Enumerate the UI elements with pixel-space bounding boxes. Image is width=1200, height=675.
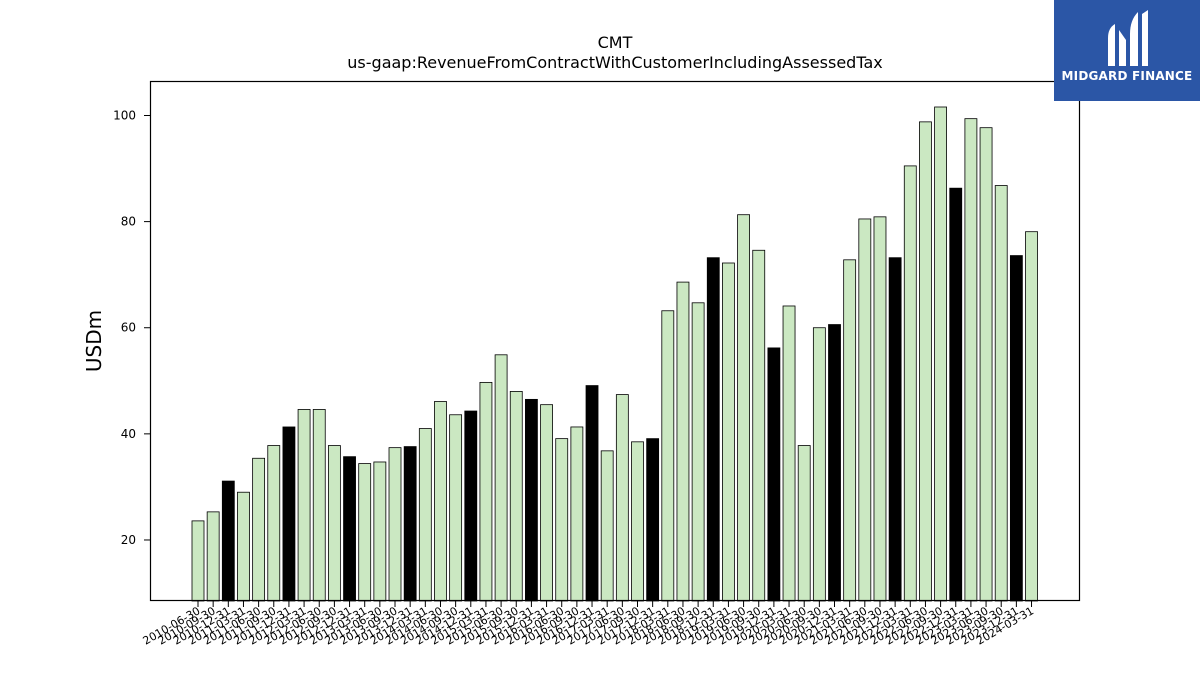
bar-2018-03-31 [661,310,675,602]
y-ticks-group: 20 40 60 80 100 [113,108,150,547]
bar-2017-06-30 [615,394,629,602]
bar-2021-09-30 [873,216,887,602]
bar-2020-12-31 [828,324,841,602]
bar-2011-03-31 [237,491,250,602]
bar-2014-12-31 [464,410,478,602]
bar-2014-06-30 [434,401,447,602]
bar-2019-03-31 [722,262,735,602]
chart-title: CMT [598,33,633,52]
plot-frame [149,80,1081,602]
bar-2023-12-31 [1009,255,1023,602]
bar-2022-12-31 [949,187,963,602]
bar-2011-06-30 [252,457,266,602]
y-axis-label: USDm [82,310,106,372]
bar-2011-12-31 [282,426,296,602]
bar-2013-12-31 [403,446,417,602]
bar-2023-09-30 [994,185,1008,602]
bar-2018-12-31 [706,257,720,602]
y-tick-label: 60 [121,321,136,335]
bar-2017-12-31 [646,438,660,602]
bar-2021-12-31 [888,257,902,602]
bar-2014-03-31 [418,428,432,602]
bar-2015-03-31 [479,381,493,602]
logo-text: MIDGARD FINANCE [1061,69,1193,83]
bar-2013-06-30 [373,461,387,602]
bar-2015-06-30 [494,354,508,602]
bar-2022-09-30 [934,106,947,602]
y-tick-label: 40 [121,427,136,441]
y-tick-label: 20 [121,533,136,547]
bar-2020-03-31 [782,305,796,602]
bar-2012-03-31 [297,409,311,602]
bar-2012-09-30 [327,445,341,602]
bar-2010-06-30 [191,520,205,602]
bar-2013-09-30 [388,447,402,602]
bar-2019-12-31 [767,347,781,602]
bar-2016-12-31 [585,385,599,602]
bar-2012-12-31 [343,456,356,602]
bar-2016-03-31 [540,404,553,602]
bar-2022-03-31 [903,165,917,602]
bar-2020-09-30 [812,327,826,602]
bar-2012-06-30 [312,409,326,602]
bar-2010-12-31 [221,480,235,602]
bar-2017-03-31 [600,450,614,602]
bar-2023-03-31 [964,118,978,602]
bar-2011-09-30 [267,445,281,602]
x-ticks-group: 2010-06-302010-09-302010-12-312011-03-31… [141,601,1036,648]
bar-2021-06-30 [858,218,872,602]
midgard-finance-logo: MIDGARD FINANCE [1054,0,1200,101]
y-tick-label: 100 [113,108,136,122]
bar-2018-06-30 [676,281,690,602]
bar-2016-06-30 [555,438,569,602]
bar-2013-03-31 [358,463,372,602]
bar-2020-06-30 [797,445,811,602]
bars-group [191,106,1038,602]
bar-2014-09-30 [449,414,463,602]
bar-2022-06-30 [919,121,932,602]
bar-2015-12-31 [525,398,538,602]
chart-subtitle: us-gaap:RevenueFromContractWithCustomerI… [347,53,882,72]
bar-2010-09-30 [206,511,220,602]
bar-2016-09-30 [570,426,584,602]
bar-2018-09-30 [691,302,705,602]
bar-2019-06-30 [737,214,750,602]
bar-2024-03-31 [1025,231,1038,602]
bar-2023-06-30 [979,127,993,602]
y-tick-label: 80 [121,215,136,229]
bar-2021-03-31 [843,259,857,602]
bar-2019-09-30 [752,249,766,602]
bar-2015-09-30 [509,391,523,602]
bar-2017-09-30 [631,441,644,602]
midgard-m-logo-icon [1108,10,1148,66]
